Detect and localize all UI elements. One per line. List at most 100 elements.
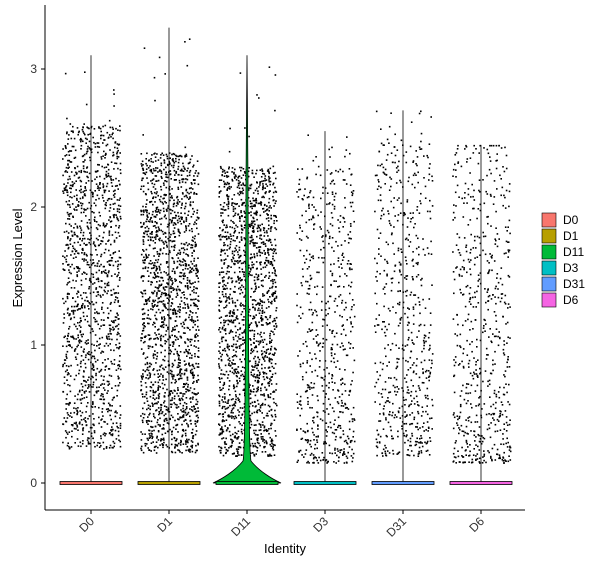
data-point — [269, 352, 271, 355]
data-point — [161, 382, 164, 385]
data-point — [181, 218, 183, 221]
data-point — [238, 282, 241, 284]
data-point — [154, 343, 157, 346]
data-point — [265, 307, 268, 309]
data-point — [71, 430, 73, 432]
data-point — [218, 445, 220, 448]
data-point — [115, 237, 118, 239]
data-point — [225, 174, 228, 177]
data-point — [243, 316, 245, 318]
data-point — [67, 178, 69, 181]
data-point — [169, 394, 171, 396]
data-point — [146, 317, 148, 319]
data-point — [71, 145, 74, 148]
data-point — [260, 242, 263, 244]
data-point — [342, 430, 344, 432]
data-point — [66, 412, 69, 414]
data-point — [106, 274, 109, 276]
data-point — [68, 281, 71, 283]
data-point — [78, 342, 81, 344]
data-point — [69, 161, 72, 163]
data-point — [252, 391, 255, 393]
axes — [44, 5, 525, 511]
data-point — [252, 192, 255, 194]
data-point — [169, 170, 172, 172]
data-point — [153, 368, 155, 370]
data-point — [113, 239, 116, 242]
data-point — [243, 273, 245, 276]
data-point — [77, 322, 79, 324]
data-point — [258, 361, 260, 363]
data-point — [63, 302, 65, 305]
data-point — [83, 392, 86, 394]
data-point — [151, 308, 154, 311]
data-point — [274, 272, 276, 274]
data-point — [85, 421, 87, 423]
data-point — [243, 249, 245, 252]
data-point — [153, 215, 156, 218]
data-point — [186, 170, 188, 172]
data-point — [155, 275, 157, 277]
data-point — [117, 263, 120, 266]
data-point — [237, 448, 240, 450]
data-point — [115, 127, 117, 130]
data-point — [244, 172, 246, 174]
data-point — [104, 366, 107, 368]
data-point — [166, 180, 168, 183]
data-point — [243, 422, 245, 424]
data-point — [266, 318, 269, 321]
data-point — [114, 185, 117, 187]
data-point — [220, 259, 223, 262]
data-point — [92, 364, 94, 367]
data-point — [76, 328, 79, 330]
data-point — [162, 197, 164, 200]
data-point — [82, 197, 84, 199]
data-point — [75, 421, 77, 424]
data-point — [236, 226, 239, 228]
data-point — [185, 312, 188, 314]
data-point — [115, 410, 117, 412]
data-point — [227, 400, 229, 402]
data-point — [155, 441, 158, 443]
data-point — [79, 362, 82, 365]
data-point — [266, 231, 268, 234]
data-point — [95, 391, 98, 394]
data-point — [191, 155, 193, 157]
data-point — [62, 345, 64, 347]
data-point — [116, 208, 119, 210]
data-point — [106, 223, 108, 225]
data-point — [173, 240, 176, 242]
data-point — [232, 433, 234, 436]
data-point — [173, 162, 176, 164]
data-point — [177, 257, 180, 259]
data-point — [166, 445, 169, 448]
data-point — [233, 452, 235, 455]
data-point — [96, 345, 98, 347]
data-point — [196, 216, 199, 219]
data-point — [260, 280, 263, 282]
data-point — [156, 251, 159, 253]
data-point — [169, 349, 172, 351]
data-point — [237, 276, 239, 278]
data-point — [256, 276, 259, 279]
data-point — [250, 374, 253, 376]
data-point — [100, 393, 103, 395]
data-point — [197, 319, 199, 322]
data-point — [240, 313, 243, 316]
data-point — [258, 429, 261, 432]
data-point — [194, 172, 197, 174]
data-point — [65, 345, 68, 348]
data-point — [267, 261, 270, 263]
data-point — [149, 260, 152, 262]
data-point — [178, 311, 181, 314]
data-point — [256, 278, 259, 281]
data-point — [82, 155, 85, 157]
data-point — [158, 198, 161, 201]
data-point — [350, 285, 352, 288]
data-point — [228, 185, 231, 188]
data-point — [184, 267, 187, 270]
data-point — [171, 370, 173, 373]
data-point — [81, 247, 84, 250]
data-point — [270, 348, 272, 350]
data-point — [196, 414, 199, 417]
